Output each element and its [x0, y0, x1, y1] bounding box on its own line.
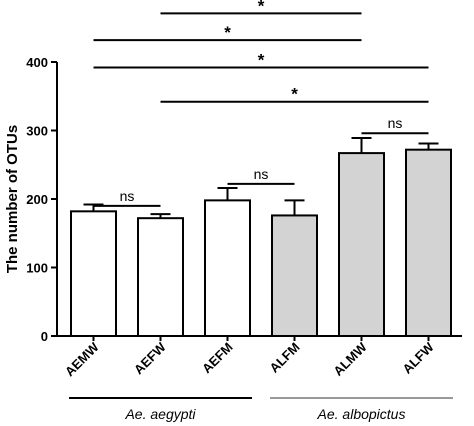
- significance-label: *: [291, 85, 298, 104]
- significance-label: ns: [120, 188, 135, 204]
- significance-label: ns: [254, 166, 269, 182]
- bar-alfw: [405, 148, 452, 337]
- y-tick-label: 300: [26, 124, 48, 139]
- y-tick-label: 0: [41, 329, 48, 344]
- significance-label: ns: [388, 115, 403, 131]
- category-label-alfm: ALFM: [266, 340, 302, 376]
- group-label: Ae. albopictus: [317, 406, 406, 422]
- category-label-aefw: AEFW: [131, 339, 169, 377]
- bar-almw: [338, 152, 385, 337]
- y-tick-label: 100: [26, 261, 48, 276]
- y-axis-title: The number of OTUs: [4, 125, 21, 273]
- bar-aemw: [70, 210, 117, 337]
- category-label-aemw: AEMW: [62, 339, 102, 379]
- category-label-almw: ALMW: [330, 339, 370, 379]
- group-label: Ae. aegypti: [124, 406, 196, 422]
- significance-label: *: [224, 23, 231, 42]
- bar-alfm: [271, 214, 318, 337]
- category-label-alfw: ALFW: [399, 339, 437, 377]
- significance-label: *: [258, 50, 265, 69]
- y-tick-label: 200: [26, 192, 48, 207]
- y-tick-label: 400: [26, 55, 48, 70]
- significance-label: *: [258, 0, 265, 15]
- category-label-aefm: AEFM: [199, 340, 236, 377]
- bar-aefw: [137, 217, 184, 337]
- bar-aefm: [204, 199, 251, 337]
